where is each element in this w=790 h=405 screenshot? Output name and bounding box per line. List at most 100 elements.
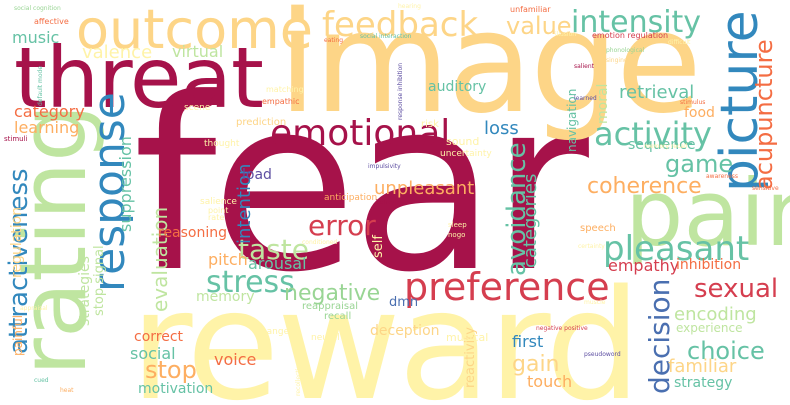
- word-rate: rate: [208, 213, 225, 222]
- word-empathic: empathic: [262, 97, 300, 106]
- word-default-mode: default mode: [37, 65, 44, 106]
- word-image: image: [278, 0, 702, 145]
- word-virtual: virtual: [172, 42, 224, 61]
- word-conditioned: conditioned: [302, 239, 338, 246]
- word-emotional: emotional: [270, 113, 451, 154]
- word-stimuli: stimuli: [4, 135, 28, 143]
- word-strategies: strategies: [77, 256, 93, 326]
- word-eating: eating: [324, 37, 343, 44]
- word-encoding: encoding: [674, 304, 757, 325]
- word-anticipation: anticipation: [324, 193, 378, 203]
- word-choice: choice: [687, 337, 765, 365]
- word-arousal: arousal: [248, 254, 307, 273]
- word-sensitive: sensitive: [752, 185, 779, 192]
- word-unfamiliar: unfamiliar: [510, 5, 551, 14]
- word-intensity: intensity: [571, 5, 702, 40]
- word-value: value: [506, 12, 572, 40]
- word-memory-recall: memory recall: [644, 143, 688, 150]
- word-auditory: auditory: [428, 79, 487, 95]
- word-muscle: muscle: [584, 299, 606, 306]
- word-reasoning: reasoning: [158, 225, 228, 241]
- word-valence: valence: [82, 42, 153, 63]
- word-learning: learning: [14, 118, 80, 137]
- word-music: music: [12, 28, 60, 47]
- word-stress: stress: [206, 265, 295, 300]
- word-nogo: nogo: [448, 231, 466, 239]
- word-empathy: empathy: [608, 256, 680, 275]
- word-motivation: motivation: [138, 381, 214, 397]
- word-point: point: [208, 206, 229, 215]
- word-suppression: suppression: [116, 136, 135, 232]
- word-dmn: dmn: [389, 295, 419, 310]
- word-salient: salient: [574, 63, 594, 70]
- word-hearing: hearing: [398, 3, 421, 10]
- word-cued: cued: [34, 377, 49, 384]
- word-learned: learned: [574, 95, 597, 102]
- word-deception: deception: [370, 323, 440, 339]
- word-inhibition: inhibition: [676, 257, 742, 273]
- word-sleep: sleep: [448, 221, 467, 229]
- word-response-inhibition: response inhibition: [397, 62, 404, 120]
- word-stop-signal: stop signal: [92, 245, 107, 316]
- word-sexual: sexual: [694, 274, 779, 304]
- word-negative: negative: [284, 281, 381, 306]
- word-heat: heat: [60, 387, 74, 394]
- word-gain: gain: [512, 352, 560, 377]
- word-sound: sound: [446, 135, 480, 148]
- word-loss: loss: [484, 118, 519, 139]
- word-reappraisal: reappraisal: [302, 301, 359, 312]
- word-impulsivity: impulsivity: [368, 163, 401, 170]
- word-fear: fear: [133, 48, 589, 325]
- word-affective: affective: [34, 17, 69, 26]
- word-pitch: pitch: [208, 250, 248, 269]
- word-prediction: prediction: [236, 117, 287, 128]
- word-matching: matching: [266, 85, 304, 94]
- word-touch: touch: [527, 372, 573, 391]
- word-recall: recall: [324, 311, 352, 322]
- word-load: load: [242, 167, 272, 183]
- word-acupuncture: acupuncture: [750, 39, 778, 190]
- word-moral: moral: [595, 83, 611, 124]
- word-self: self: [371, 235, 386, 258]
- word-outcome: outcome: [76, 0, 313, 61]
- word-musical: musical: [446, 331, 489, 344]
- word-categories: categories: [520, 173, 541, 268]
- word-memory: memory: [196, 289, 255, 305]
- word-emotion-regulation: emotion regulation: [592, 31, 669, 40]
- word-singing: singing: [606, 57, 628, 64]
- word-speech: speech: [580, 223, 616, 234]
- word-awareness: awareness: [706, 173, 739, 180]
- word-regulation: regulation: [9, 206, 25, 278]
- word-stop: stop: [145, 356, 197, 384]
- word-evaluation: evaluation: [148, 206, 172, 312]
- word-uncertainty: uncertainty: [440, 149, 492, 159]
- word-preference: preference: [404, 265, 610, 309]
- word-category: category: [14, 102, 85, 121]
- word-sequence: sequence: [628, 137, 696, 153]
- word-social-interaction: social interaction: [360, 33, 412, 40]
- word-error: error: [308, 209, 376, 242]
- word-experience: experience: [676, 321, 743, 335]
- word-stimulus: stimulus: [680, 99, 706, 106]
- word-game: game: [665, 150, 734, 178]
- word-risk: risk: [421, 119, 439, 130]
- word-familiar: familiar: [668, 356, 737, 377]
- word-difficult: difficult: [668, 39, 691, 46]
- word-retrieval: retrieval: [619, 82, 695, 103]
- word-pleasant: pleasant: [603, 229, 750, 269]
- word-illusion: illusion: [555, 31, 577, 38]
- word-scene: scene: [184, 103, 211, 113]
- word-negative-positive: negative positive: [536, 325, 588, 332]
- word-feedback: feedback: [322, 5, 479, 45]
- word-behavior: behavior: [376, 199, 403, 206]
- word-reward: reward: [130, 257, 641, 405]
- word-food: food: [684, 105, 715, 121]
- word-thought: thought: [204, 139, 240, 149]
- word-painful: painful: [11, 314, 25, 356]
- word-pain: pain: [625, 160, 790, 267]
- word-coherence: coherence: [587, 174, 702, 199]
- word-phonological: phonological: [606, 47, 645, 54]
- word-unpleasant: unpleasant: [374, 178, 475, 199]
- word-voice: voice: [214, 350, 257, 369]
